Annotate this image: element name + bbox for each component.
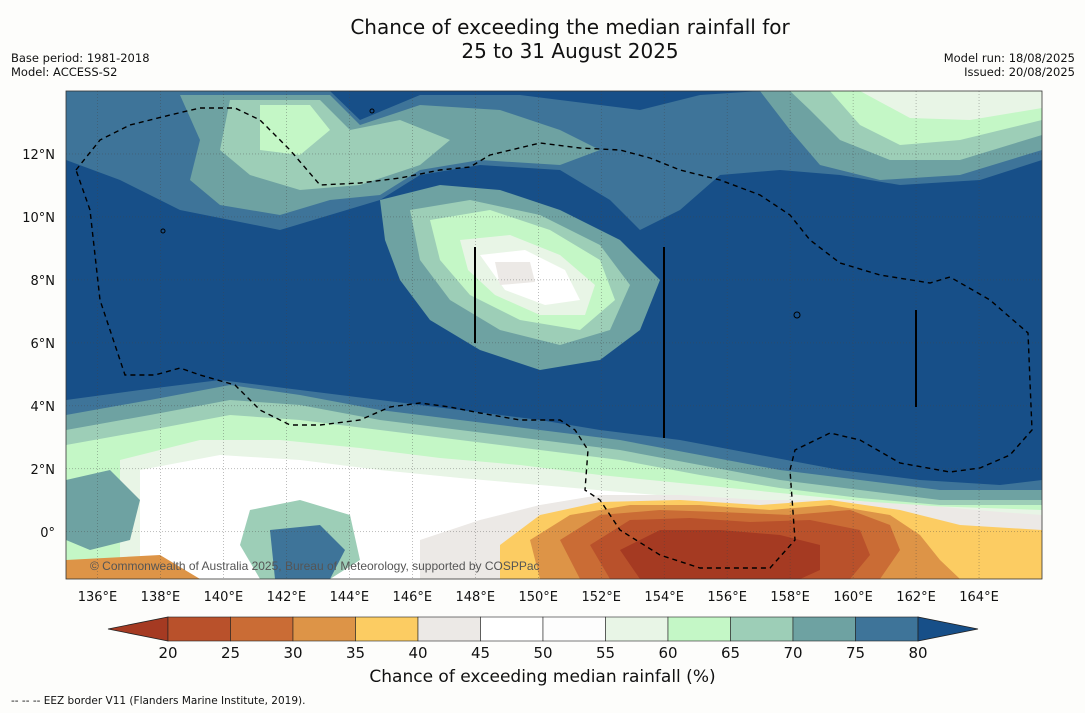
field-70-sw [66, 470, 140, 550]
colorbar-segment [230, 616, 294, 642]
x-tick-label: 150°E [518, 590, 558, 605]
x-tick-label: 140°E [204, 590, 244, 605]
map-title: Chance of exceeding the median rainfall … [270, 15, 870, 63]
colorbar-tick-label: 25 [221, 644, 240, 662]
colorbar-segment [292, 616, 356, 642]
model-name: Model: ACCESS-S2 [11, 65, 118, 79]
x-tick-label: 138°E [141, 590, 181, 605]
colorbar-tick-label: 60 [658, 644, 677, 662]
colorbar: 20 25 30 35 40 45 50 55 60 65 70 75 80 [107, 616, 979, 662]
x-tick-label: 158°E [770, 590, 810, 605]
x-tick-label: 164°E [959, 590, 999, 605]
colorbar-tick-label: 20 [158, 644, 177, 662]
colorbar-tick-label: 75 [846, 644, 865, 662]
y-tick-label: 8°N [31, 274, 56, 289]
y-tick-label: 4°N [31, 400, 56, 415]
map-frame [65, 90, 1043, 580]
colorbar-segment [417, 616, 481, 642]
colorbar-extend-low [107, 616, 169, 642]
y-tick-label: 10°N [22, 211, 55, 226]
y-tick-label: 0° [40, 526, 55, 541]
x-axis: 136°E 138°E 140°E 142°E 144°E 146°E 148°E 150°E… [78, 590, 999, 605]
y-axis: 12°N 10°N 8°N 6°N 4°N 2°N 0° [22, 148, 55, 541]
colorbar-segment [667, 616, 731, 642]
base-period: Base period: 1981-2018 [11, 51, 150, 65]
x-tick-label: 144°E [330, 590, 370, 605]
issued-date: Issued: 20/08/2025 [964, 65, 1075, 79]
x-tick-label: 156°E [707, 590, 747, 605]
title-line-1: Chance of exceeding the median rainfall … [350, 15, 790, 39]
colorbar-tick-label: 40 [408, 644, 427, 662]
field-60-nw [260, 105, 330, 155]
colorbar-tick-label: 30 [283, 644, 302, 662]
x-tick-label: 142°E [267, 590, 307, 605]
colorbar-tick-label: 35 [346, 644, 365, 662]
field-75-sw [270, 525, 345, 579]
colorbar-tick-label: 65 [721, 644, 740, 662]
y-tick-label: 2°N [31, 463, 56, 478]
field-35-sw [66, 555, 200, 579]
field-55-ne [860, 91, 1042, 120]
x-tick-label: 162°E [896, 590, 936, 605]
meta-right: Model run: 18/08/2025 Issued: 20/08/2025 [944, 51, 1075, 79]
island-west [160, 228, 166, 234]
colorbar-label: Chance of exceeding median rainfall (%) [369, 667, 716, 687]
title-line-2: 25 to 31 August 2025 [461, 39, 679, 63]
copyright-text: © Commonwealth of Australia 2025, Bureau… [90, 559, 540, 573]
colorbar-segment [167, 616, 231, 642]
colorbar-segment [730, 616, 794, 642]
model-run: Model run: 18/08/2025 [943, 51, 1075, 65]
island-north [369, 108, 375, 114]
y-tick-label: 12°N [22, 148, 55, 163]
x-tick-label: 154°E [644, 590, 684, 605]
colorbar-tick-label: 50 [533, 644, 552, 662]
rainfall-field [66, 91, 1042, 579]
colorbar-segment [355, 616, 419, 642]
colorbar-segment [855, 616, 919, 642]
x-tick-label: 136°E [78, 590, 118, 605]
field-20-eq [620, 530, 820, 579]
x-tick-label: 148°E [456, 590, 496, 605]
y-tick-label: 6°N [31, 337, 56, 352]
colorbar-segment [480, 616, 544, 642]
x-tick-label: 146°E [393, 590, 433, 605]
meta-left: Base period: 1981-2018 Model: ACCESS-S2 [11, 51, 150, 79]
solid-lines [474, 247, 917, 438]
islands [160, 108, 801, 319]
island-pohnpei [793, 311, 801, 319]
x-tick-label: 160°E [833, 590, 873, 605]
colorbar-extend-high [917, 616, 979, 642]
colorbar-segment [792, 616, 856, 642]
field-45-central [495, 262, 535, 285]
colorbar-tick-label: 45 [471, 644, 490, 662]
colorbar-segment [605, 616, 669, 642]
colorbar-tick-label: 70 [783, 644, 802, 662]
graticule [66, 91, 1042, 579]
colorbar-tick-label: 80 [908, 644, 927, 662]
eez-legend-text: -- -- -- EEZ border V11 (Flanders Marine… [11, 695, 306, 707]
x-tick-label: 152°E [581, 590, 621, 605]
colorbar-segment [542, 616, 606, 642]
colorbar-tick-label: 55 [596, 644, 615, 662]
